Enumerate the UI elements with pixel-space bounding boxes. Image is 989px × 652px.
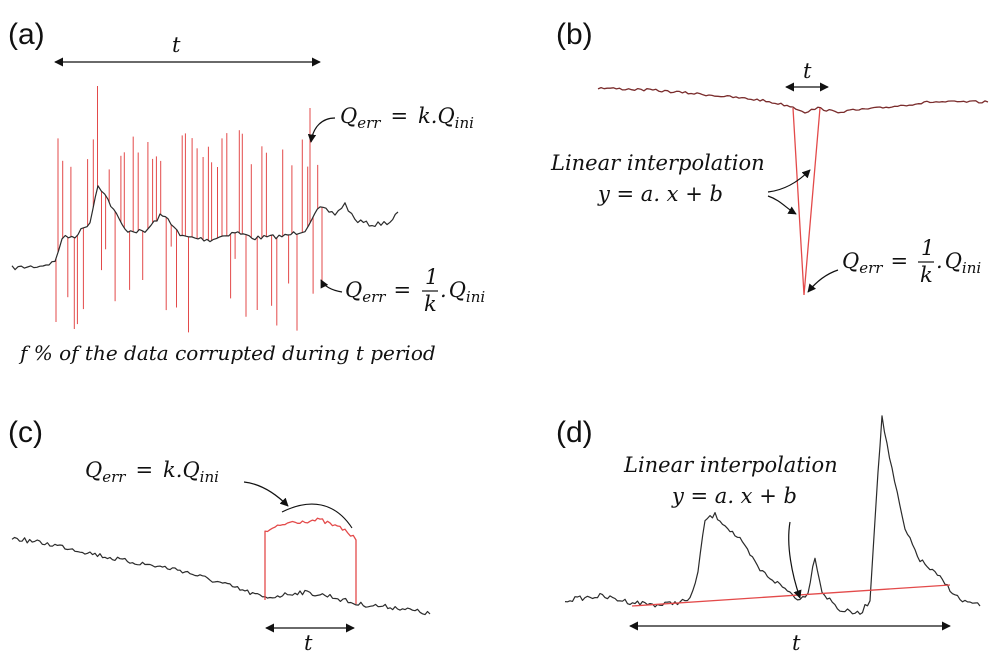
panel-c-corrupted-segment xyxy=(264,517,357,604)
panel-c-t-label: t xyxy=(304,631,313,652)
panel-a-err-high-equation: Qerr = k.Qini xyxy=(340,104,474,132)
panel-c-signal-line xyxy=(11,536,431,616)
panel-a-caption: f % of the data corrupted during t perio… xyxy=(18,341,436,365)
panel-b-t-label: t xyxy=(803,59,812,83)
svg-text:Qerr=: Qerr = xyxy=(345,278,411,306)
panel-a-t-label: t xyxy=(172,33,181,57)
svg-text:.Qini: .Qini xyxy=(440,278,485,306)
panel-b-interp-arrow-1 xyxy=(767,169,811,193)
panel-b: (b) t Linear interpolation y = a. x + b … xyxy=(550,18,989,296)
panel-a-signal-line xyxy=(11,185,399,271)
panel-d: (d) Linear interpolation y = a. x + b t xyxy=(556,415,981,652)
panel-a-label: (a) xyxy=(8,18,45,51)
panel-d-t-label: t xyxy=(792,631,801,652)
panel-a-corrupted-spikes xyxy=(55,86,323,333)
panel-a-err-low-arrow xyxy=(320,279,343,293)
svg-text:k: k xyxy=(424,292,437,316)
svg-text:Qerr=: Qerr = xyxy=(842,249,908,277)
panel-d-label: (d) xyxy=(556,416,593,449)
svg-text:k: k xyxy=(920,263,933,287)
panel-c-err-arrow xyxy=(243,481,289,507)
panel-b-interp-arrow-2 xyxy=(767,195,797,215)
panel-b-interp-title: Linear interpolation xyxy=(550,151,765,175)
panel-b-signal-line xyxy=(597,86,989,114)
panel-a-err-low-equation: Qerr = 1 k .Qini xyxy=(345,265,485,316)
panel-d-signal-line xyxy=(564,415,981,615)
panel-d-interpolation-line xyxy=(631,584,951,607)
panel-c-label: (c) xyxy=(8,416,43,449)
svg-text:.Qini: .Qini xyxy=(936,249,981,277)
panel-b-err-low-equation: Qerr = 1 k .Qini xyxy=(842,236,981,287)
panel-a: (a) t Qerr = k.Qini Qerr = 1 k .Qini f % of… xyxy=(8,18,485,365)
svg-text:Qerr=k.Qini: Qerr = k.Qini xyxy=(85,458,219,486)
svg-text:1: 1 xyxy=(921,236,934,260)
svg-text:Qerr=k.Qini: Qerr = k.Qini xyxy=(340,104,474,132)
panel-b-label: (b) xyxy=(556,18,593,51)
panel-b-err-low-arrow xyxy=(807,269,839,293)
panel-a-err-high-arrow xyxy=(307,117,336,143)
svg-text:1: 1 xyxy=(425,265,438,289)
panel-d-interp-title: Linear interpolation xyxy=(623,453,838,477)
panel-b-interpolation-lines xyxy=(792,107,821,296)
panel-d-interp-arrow xyxy=(788,521,802,599)
panel-c-brace-arc xyxy=(281,503,353,529)
panel-c-err-high-equation: Qerr = k.Qini xyxy=(85,458,219,486)
panel-d-interp-equation: y = a. x + b xyxy=(671,484,797,508)
panel-c: (c) Qerr = k.Qini t xyxy=(8,416,431,652)
panel-b-interp-equation: y = a. x + b xyxy=(597,182,723,206)
